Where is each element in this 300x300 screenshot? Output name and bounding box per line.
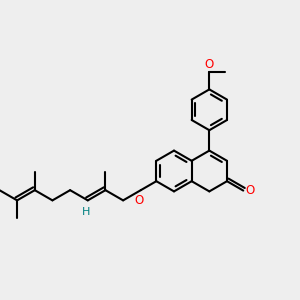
Text: O: O xyxy=(205,58,214,71)
Text: H: H xyxy=(82,207,91,217)
Text: O: O xyxy=(246,184,255,197)
Text: O: O xyxy=(135,194,144,207)
